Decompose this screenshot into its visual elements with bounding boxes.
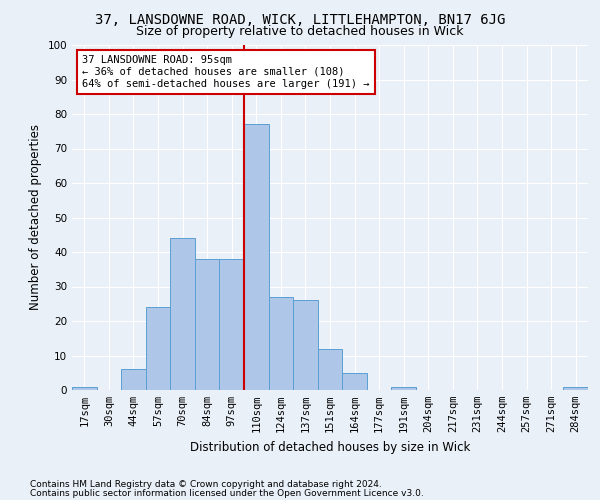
- Text: Contains public sector information licensed under the Open Government Licence v3: Contains public sector information licen…: [30, 488, 424, 498]
- Bar: [342, 373, 367, 390]
- Bar: [121, 370, 146, 390]
- Text: Contains HM Land Registry data © Crown copyright and database right 2024.: Contains HM Land Registry data © Crown c…: [30, 480, 382, 489]
- Bar: [318, 348, 342, 390]
- Text: Size of property relative to detached houses in Wick: Size of property relative to detached ho…: [136, 25, 464, 38]
- Y-axis label: Number of detached properties: Number of detached properties: [29, 124, 42, 310]
- Text: 37 LANSDOWNE ROAD: 95sqm
← 36% of detached houses are smaller (108)
64% of semi-: 37 LANSDOWNE ROAD: 95sqm ← 36% of detach…: [82, 56, 370, 88]
- Bar: [170, 238, 195, 390]
- Text: 37, LANSDOWNE ROAD, WICK, LITTLEHAMPTON, BN17 6JG: 37, LANSDOWNE ROAD, WICK, LITTLEHAMPTON,…: [95, 12, 505, 26]
- Bar: [220, 259, 244, 390]
- Bar: [293, 300, 318, 390]
- Bar: [72, 386, 97, 390]
- X-axis label: Distribution of detached houses by size in Wick: Distribution of detached houses by size …: [190, 440, 470, 454]
- Bar: [563, 386, 588, 390]
- Bar: [146, 307, 170, 390]
- Bar: [244, 124, 269, 390]
- Bar: [269, 297, 293, 390]
- Bar: [391, 386, 416, 390]
- Bar: [195, 259, 220, 390]
